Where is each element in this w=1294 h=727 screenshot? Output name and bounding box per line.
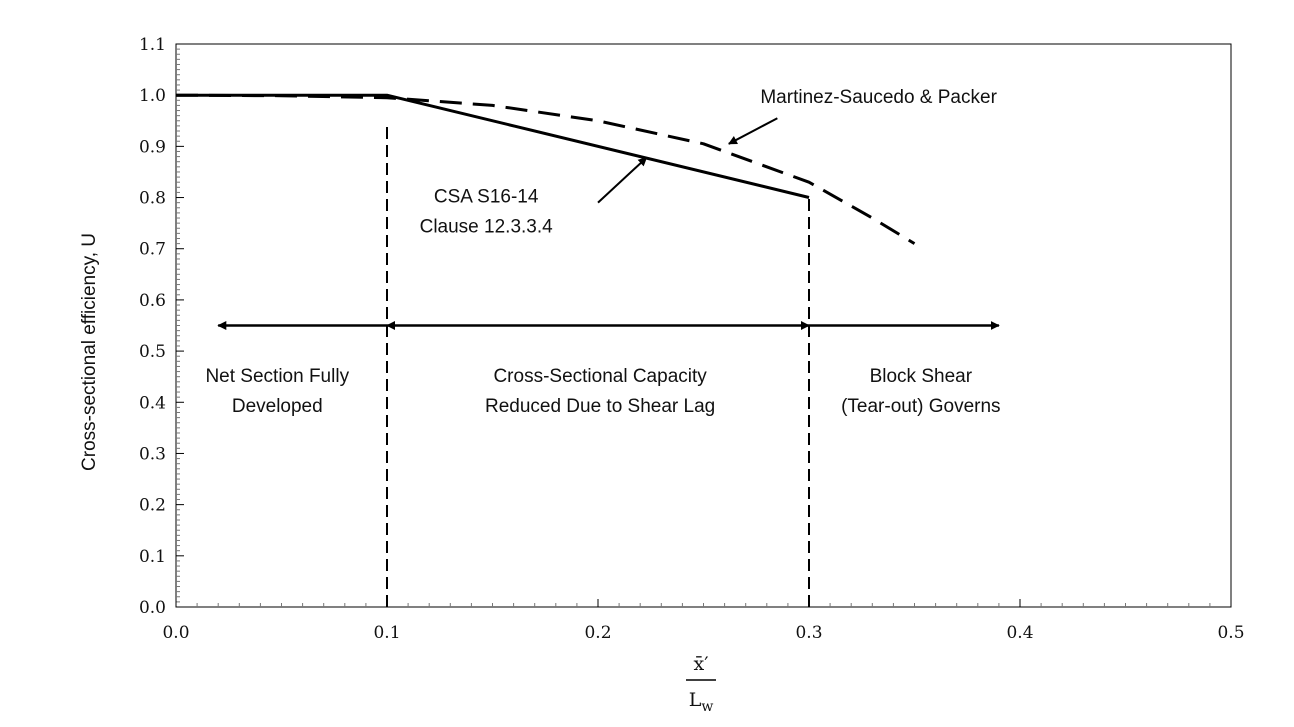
x-tick-label: 0.4 <box>1006 623 1033 643</box>
annotations: Martinez-Saucedo & Packer CSA S16-14 Claus… <box>205 87 1000 417</box>
axis-labels: Cross-sectional efficiency, U x̄′ Lw <box>79 233 716 715</box>
y-tick-label: 1.0 <box>139 86 166 106</box>
annotation-pointer-csa <box>597 156 648 204</box>
annotation-line: Developed <box>232 396 323 417</box>
y-tick-label: 0.4 <box>139 393 166 413</box>
x-tick-label: 0.0 <box>162 623 189 643</box>
annotation-r3: Block Shear (Tear-out) Governs <box>841 366 1000 417</box>
y-tick-label: 0.5 <box>139 342 166 362</box>
annotation-line: Clause 12.3.3.4 <box>420 217 554 238</box>
y-tick-label: 1.1 <box>139 35 166 55</box>
y-tick-label: 0.6 <box>139 291 166 311</box>
y-axis-title: Cross-sectional efficiency, U <box>79 233 100 471</box>
annotation-line: Block Shear <box>870 366 973 387</box>
y-tick-label: 0.2 <box>139 496 166 516</box>
x-tick-label: 0.1 <box>373 623 400 643</box>
annotation-csa: CSA S16-14 Clause 12.3.3.4 <box>420 187 554 238</box>
annotation-pointer-ms <box>728 117 778 145</box>
x-axis-label-numerator: x̄′ <box>693 653 708 675</box>
x-axis-label-denominator: Lw <box>689 689 714 715</box>
annotation-ms: Martinez-Saucedo & Packer <box>760 87 997 108</box>
x-tick-label: 0.3 <box>795 623 822 643</box>
x-tick-label: 0.5 <box>1217 623 1244 643</box>
axes: 0.0 0.1 0.2 0.3 0.4 0.5 0.0 0.1 0.2 0.3 0.4 0.5 0.6 0… <box>139 35 1245 643</box>
annotation-line: Martinez-Saucedo & Packer <box>760 87 997 108</box>
annotation-r1: Net Section Fully Developed <box>205 366 349 417</box>
x-axis-label-denominator-main: L <box>689 689 702 711</box>
y-tick-label: 0.9 <box>139 137 166 157</box>
annotation-line: CSA S16-14 <box>434 187 539 208</box>
y-tick-label: 0.7 <box>139 240 166 260</box>
annotation-line: Reduced Due to Shear Lag <box>485 396 715 417</box>
annotation-line: Cross-Sectional Capacity <box>493 366 707 387</box>
y-tick-label: 0.8 <box>139 189 166 209</box>
annotation-line: (Tear-out) Governs <box>841 396 1000 417</box>
annotation-r2: Cross-Sectional Capacity Reduced Due to S… <box>485 366 715 417</box>
annotation-line: Net Section Fully <box>205 366 349 387</box>
y-tick-label: 0.3 <box>139 444 166 464</box>
reference-lines <box>386 125 810 607</box>
x-tick-label: 0.2 <box>584 623 611 643</box>
series-line-dashed <box>175 93 916 245</box>
series-group <box>175 93 916 245</box>
y-tick-label: 0.0 <box>139 598 166 618</box>
x-axis-label-denominator-sub: w <box>701 699 713 715</box>
y-tick-label: 0.1 <box>139 547 166 567</box>
